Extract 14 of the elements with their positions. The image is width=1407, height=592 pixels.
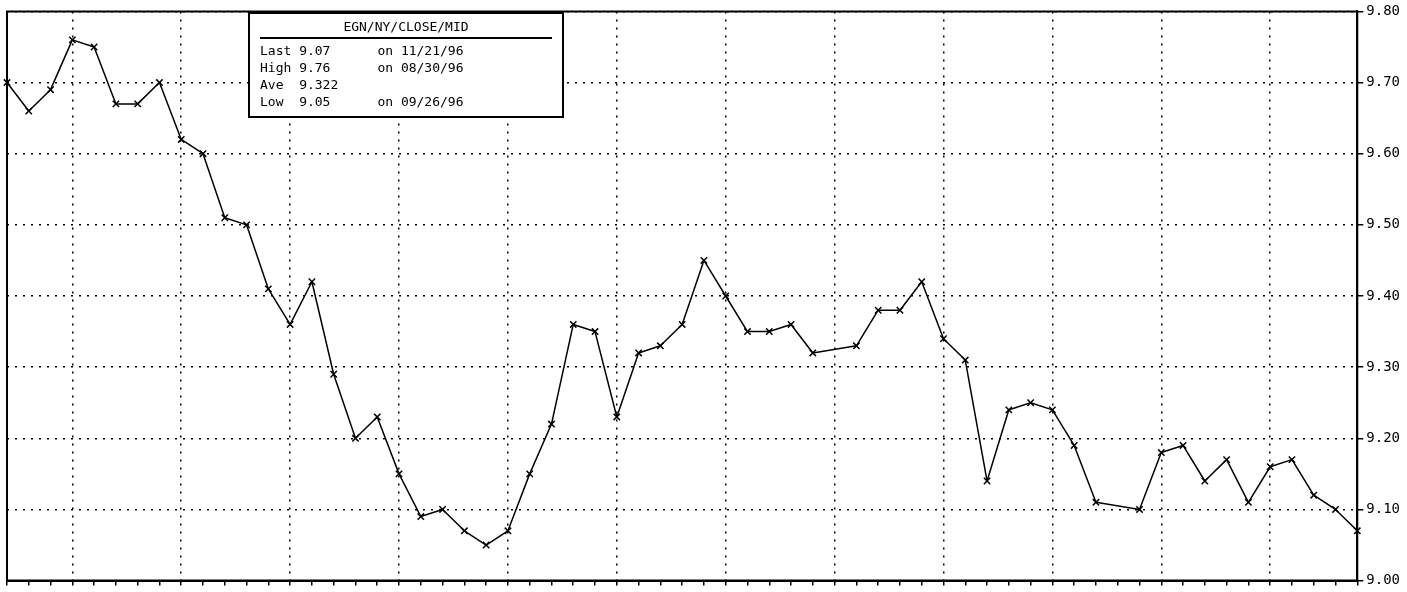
annotation: High 9.76 on 08/30/96 [260,59,465,76]
chart-title: EGN/NY/CLOSE/MID [343,19,469,34]
y-tick-label: 9.70 [1366,73,1400,90]
annotation: Low 9.05 on 09/26/96 [260,93,465,110]
y-tick-label: 9.60 [1366,144,1400,161]
y-tick-label: 9.30 [1366,357,1400,374]
y-tick-label: 9.10 [1366,500,1400,517]
annotation: Last 9.07 on 11/21/96 [260,42,465,59]
y-tick-label: 9.80 [1366,2,1400,19]
y-tick-label: 9.20 [1366,428,1400,445]
y-tick-label: 9.50 [1366,215,1400,232]
y-tick-label: 9.00 [1366,571,1400,588]
y-tick-label: 9.40 [1366,286,1400,303]
annotation: Ave 9.322 [260,76,340,93]
